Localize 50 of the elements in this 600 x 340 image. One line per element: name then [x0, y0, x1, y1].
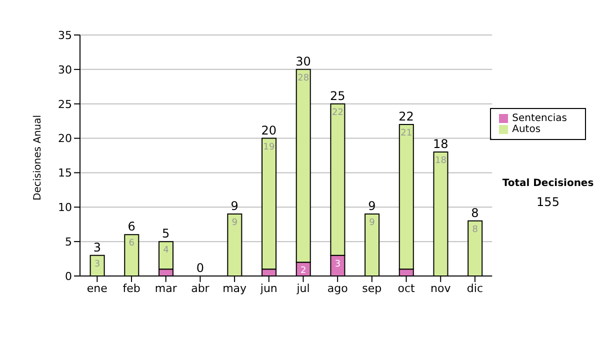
- total-label: 9: [230, 199, 238, 214]
- total-label: 25: [330, 88, 346, 103]
- total-label: 5: [162, 226, 170, 241]
- x-tick-label: jun: [259, 282, 278, 295]
- data-label: 22: [332, 108, 344, 118]
- y-tick-label: 10: [58, 201, 72, 214]
- y-tick-label: 30: [58, 63, 72, 76]
- legend-label: Sentencias: [512, 113, 567, 124]
- data-label: 9: [369, 218, 376, 228]
- data-label: 3: [94, 259, 100, 270]
- total-label: 8: [471, 206, 479, 220]
- y-axis-title: Decisiones Anual: [32, 114, 44, 200]
- data-label: 28: [298, 73, 310, 84]
- x-tick-label: oct: [398, 282, 416, 295]
- text: 155: [536, 195, 560, 209]
- data-label: 4: [163, 246, 170, 256]
- data-label: 6: [128, 238, 135, 249]
- data-label: 18: [435, 156, 447, 166]
- x-tick-label: mar: [154, 282, 178, 295]
- data-label: 2: [300, 266, 306, 276]
- y-tick-label: 25: [58, 98, 72, 111]
- y-tick-label: 5: [65, 235, 72, 248]
- data-label: 19: [263, 142, 276, 152]
- x-tick-label: nov: [430, 282, 452, 295]
- data-label: 8: [472, 224, 478, 235]
- y-tick-label: 0: [65, 270, 72, 283]
- legend-label: Autos: [512, 124, 541, 135]
- total-label: 6: [128, 220, 136, 234]
- total-label: 9: [368, 199, 376, 214]
- x-tick-label: sep: [362, 282, 382, 295]
- total-label: 18: [432, 137, 448, 152]
- data-label: 3: [334, 259, 341, 270]
- total-label: 20: [261, 123, 277, 138]
- x-tick-label: feb: [122, 282, 140, 295]
- text: Total Decisiones: [501, 178, 595, 189]
- total-label: 3: [93, 240, 101, 254]
- data-label: 9: [232, 218, 238, 228]
- x-tick-label: ago: [327, 282, 348, 295]
- data-label: 21: [400, 128, 412, 139]
- x-tick-label: ene: [86, 282, 108, 295]
- x-tick-label: jul: [296, 282, 310, 295]
- y-tick-label: 15: [58, 166, 72, 180]
- x-tick-label: abr: [191, 282, 210, 295]
- x-tick-label: dic: [466, 282, 483, 295]
- total-label: 0: [196, 261, 204, 275]
- x-tick-label: may: [222, 282, 248, 295]
- total-label: 22: [398, 110, 414, 124]
- y-tick-label: 35: [58, 28, 72, 42]
- y-tick-label: 20: [58, 132, 72, 146]
- total-label: 30: [296, 54, 311, 68]
